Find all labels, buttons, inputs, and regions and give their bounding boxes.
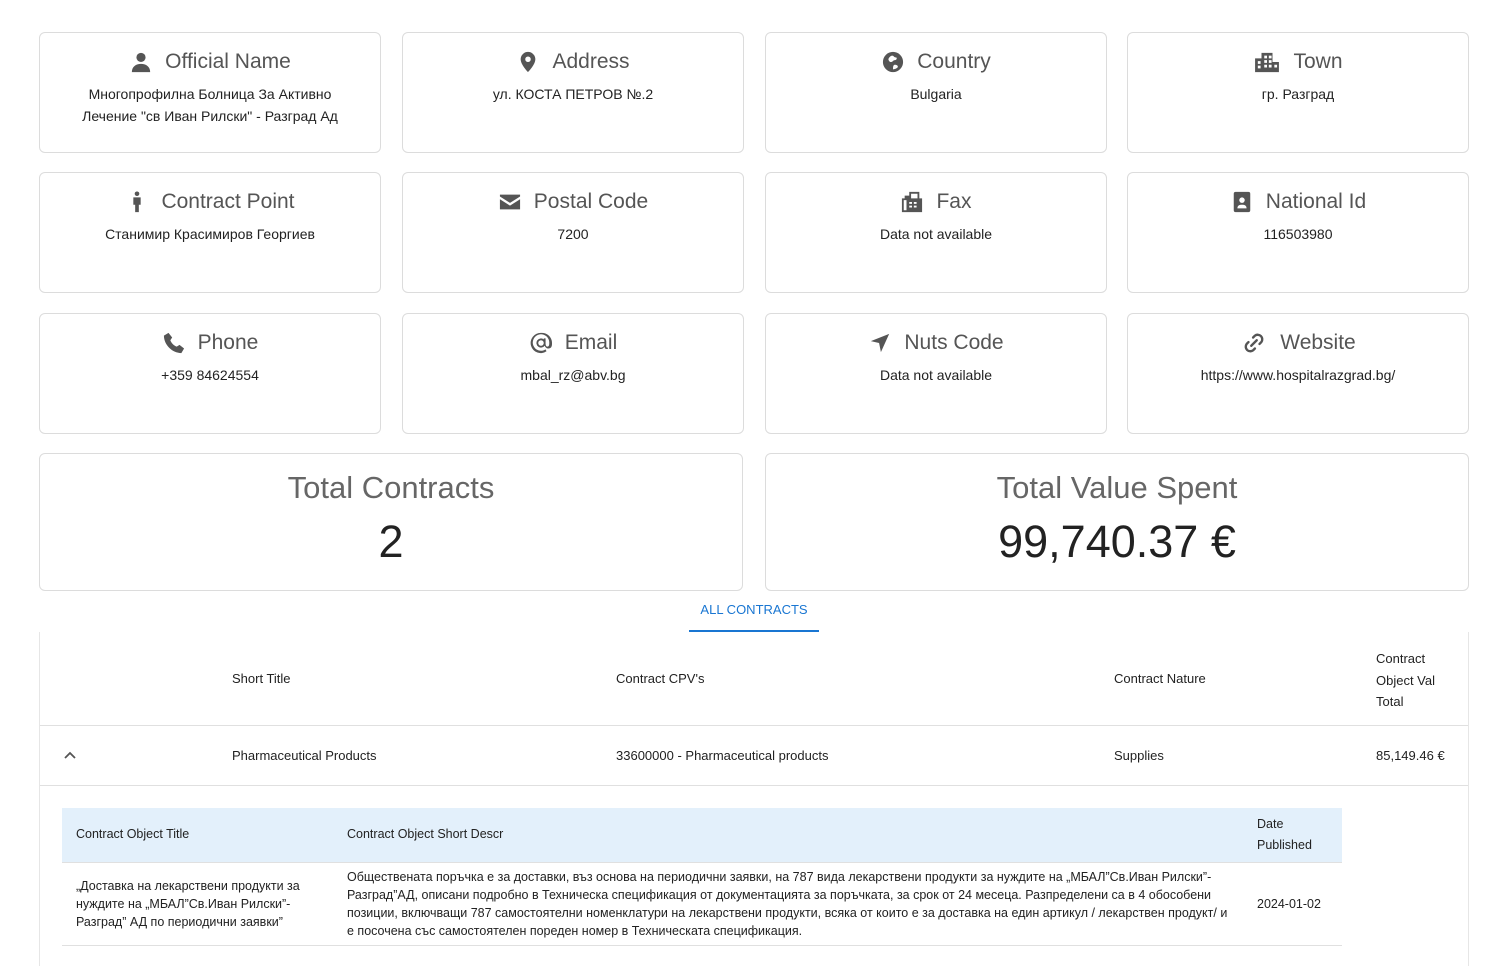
card-title: Address [552, 50, 630, 73]
official-name-card: Official Name Многопрофилна Болница За А… [39, 32, 381, 153]
card-value: Data not available [879, 367, 993, 383]
divider [62, 862, 1342, 863]
sub-header-date-line: Published [1257, 838, 1312, 852]
sub-short-descr: Обществената поръчка е за доставки, въз … [347, 870, 1228, 938]
card-title: Nuts Code [904, 331, 1004, 354]
town-card: Town гр. Разград [1127, 32, 1469, 153]
sub-header-date-line: Date [1257, 817, 1284, 831]
card-value: Станимир Красимиров Георгиев [105, 226, 315, 242]
id-badge-icon [1230, 190, 1254, 214]
country-card: Country Bulgaria [765, 32, 1107, 153]
card-title: Email [564, 331, 618, 354]
navigation-arrow-icon [868, 331, 892, 355]
card-title: Fax [936, 190, 972, 213]
nuts-code-card: Nuts Code Data not available [765, 313, 1107, 434]
sub-header-object-title: Contract Object Title [76, 827, 190, 841]
card-value: Data not available [879, 226, 993, 242]
total-contracts-card: Total Contracts 2 [39, 453, 743, 591]
sub-header-date: Date Published [1257, 814, 1312, 856]
national-id-card: National Id 116503980 [1127, 172, 1469, 293]
header-cpvs[interactable]: Contract CPV's [616, 671, 705, 686]
header-nature[interactable]: Contract Nature [1114, 671, 1206, 686]
sub-header-short-descr: Contract Object Short Descr [347, 827, 504, 841]
card-title: Website [1280, 331, 1356, 354]
card-title: Postal Code [533, 190, 649, 213]
total-value-value: 99,740.37 € [998, 516, 1236, 567]
link-icon [1240, 331, 1268, 355]
globe-icon [881, 50, 905, 74]
sub-object-title: „Доставка на лекарствени продукти за нуж… [76, 879, 300, 929]
header-value[interactable]: Contract Object Val Total [1376, 648, 1435, 713]
email-card: Email mbal_rz@abv.bg [402, 313, 744, 434]
row-cpvs: 33600000 - Pharmaceutical products [616, 748, 829, 763]
total-value-label: Total Value Spent [996, 470, 1238, 505]
card-value: Bulgaria [910, 86, 962, 102]
header-short-title[interactable]: Short Title [232, 671, 291, 686]
row-nature: Supplies [1114, 748, 1164, 763]
city-icon [1253, 50, 1281, 74]
divider [40, 785, 1468, 786]
card-title: Town [1293, 50, 1343, 73]
card-value: 116503980 [1263, 226, 1333, 242]
person-standing-icon [125, 190, 149, 214]
tab-all-contracts[interactable]: ALL CONTRACTS [689, 598, 819, 632]
at-sign-icon [529, 331, 553, 355]
card-value: гр. Разград [1261, 86, 1335, 102]
card-value[interactable]: mbal_rz@abv.bg [520, 367, 626, 383]
address-card: Address ул. КОСТА ПЕТРОВ №.2 [402, 32, 744, 153]
header-value-line: Total [1376, 694, 1404, 709]
website-card: Website https://www.hospitalrazgrad.bg/ [1127, 313, 1469, 434]
fax-icon [900, 190, 924, 214]
row-value: 85,149.46 € [1376, 748, 1445, 763]
card-value[interactable]: https://www.hospitalrazgrad.bg/ [1200, 367, 1396, 383]
sub-date-published: 2024-01-02 [1257, 897, 1321, 911]
divider [62, 945, 1342, 946]
card-title: Country [917, 50, 991, 73]
card-value: Многопрофилна Болница За Активно Лечение… [82, 86, 338, 124]
phone-icon [162, 331, 186, 355]
fax-card: Fax Data not available [765, 172, 1107, 293]
card-title: National Id [1265, 190, 1367, 213]
card-title: Phone [197, 331, 259, 354]
card-value: ул. КОСТА ПЕТРОВ №.2 [492, 86, 654, 102]
person-icon [129, 50, 153, 74]
header-value-line: Object Val [1376, 672, 1436, 688]
total-value-card: Total Value Spent 99,740.37 € [765, 453, 1469, 591]
card-title: Official Name [165, 50, 291, 73]
contract-point-card: Contract Point Станимир Красимиров Георг… [39, 172, 381, 293]
phone-card: Phone +359 84624554 [39, 313, 381, 434]
subtable-header [62, 808, 1342, 862]
row-short-title: Pharmaceutical Products [232, 748, 377, 763]
location-pin-icon [516, 50, 540, 74]
card-title: Contract Point [161, 190, 295, 213]
postal-code-card: Postal Code 7200 [402, 172, 744, 293]
envelope-icon [498, 190, 522, 214]
card-value[interactable]: +359 84624554 [161, 367, 259, 383]
contracts-table: Short Title Contract CPV's Contract Natu… [39, 632, 1469, 966]
header-value-line: Contract [1376, 651, 1426, 666]
chevron-up-icon[interactable] [62, 747, 78, 763]
total-contracts-value: 2 [378, 516, 404, 567]
total-contracts-label: Total Contracts [287, 470, 495, 505]
divider [40, 725, 1468, 726]
card-value: 7200 [557, 226, 589, 242]
